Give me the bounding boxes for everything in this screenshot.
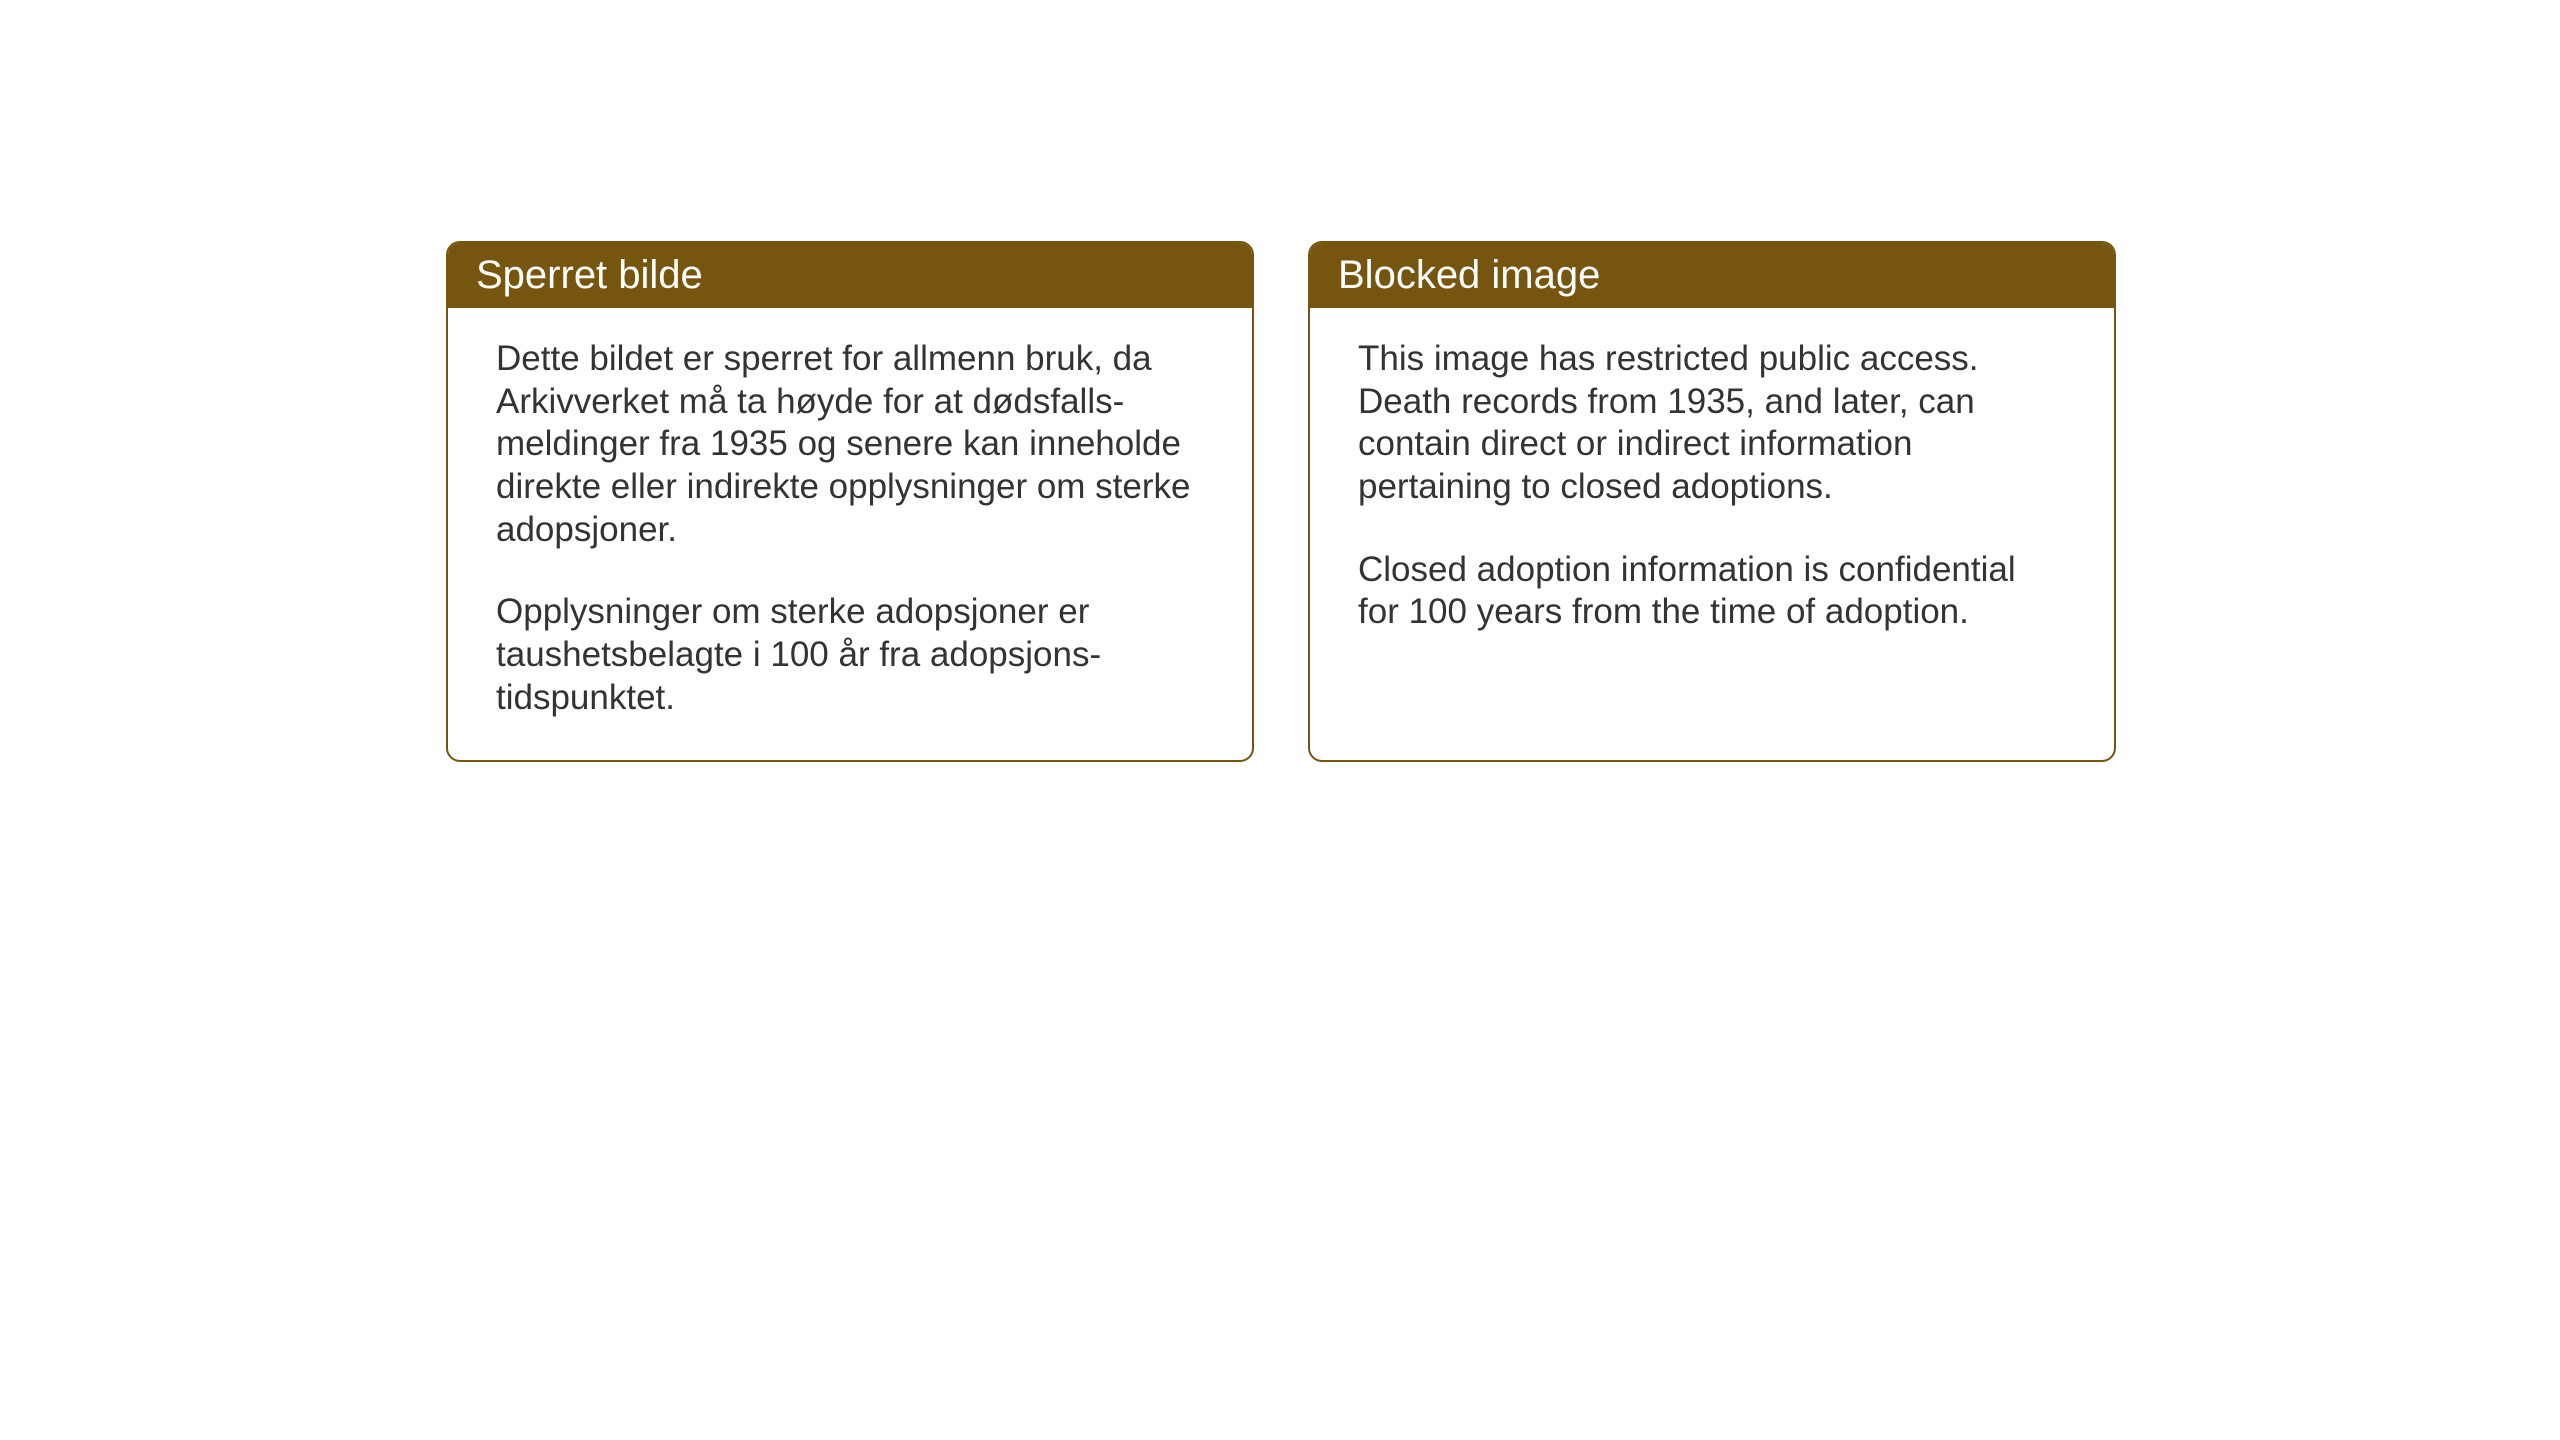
blocked-image-card-english: Blocked image This image has restricted … (1308, 241, 2116, 762)
card-body-norwegian: Dette bildet er sperret for allmenn bruk… (448, 308, 1252, 760)
blocked-image-card-norwegian: Sperret bilde Dette bildet er sperret fo… (446, 241, 1254, 762)
card-container: Sperret bilde Dette bildet er sperret fo… (446, 241, 2116, 762)
card-paragraph1-english: This image has restricted public access.… (1358, 338, 2066, 509)
card-paragraph2-norwegian: Opplysninger om sterke adopsjoner er tau… (496, 591, 1204, 719)
card-header-english: Blocked image (1310, 243, 2114, 308)
card-body-english: This image has restricted public access.… (1310, 308, 2114, 738)
card-paragraph1-norwegian: Dette bildet er sperret for allmenn bruk… (496, 338, 1204, 551)
card-title-english: Blocked image (1338, 253, 1600, 297)
card-title-norwegian: Sperret bilde (476, 253, 703, 297)
card-paragraph2-english: Closed adoption information is confident… (1358, 549, 2066, 634)
card-header-norwegian: Sperret bilde (448, 243, 1252, 308)
